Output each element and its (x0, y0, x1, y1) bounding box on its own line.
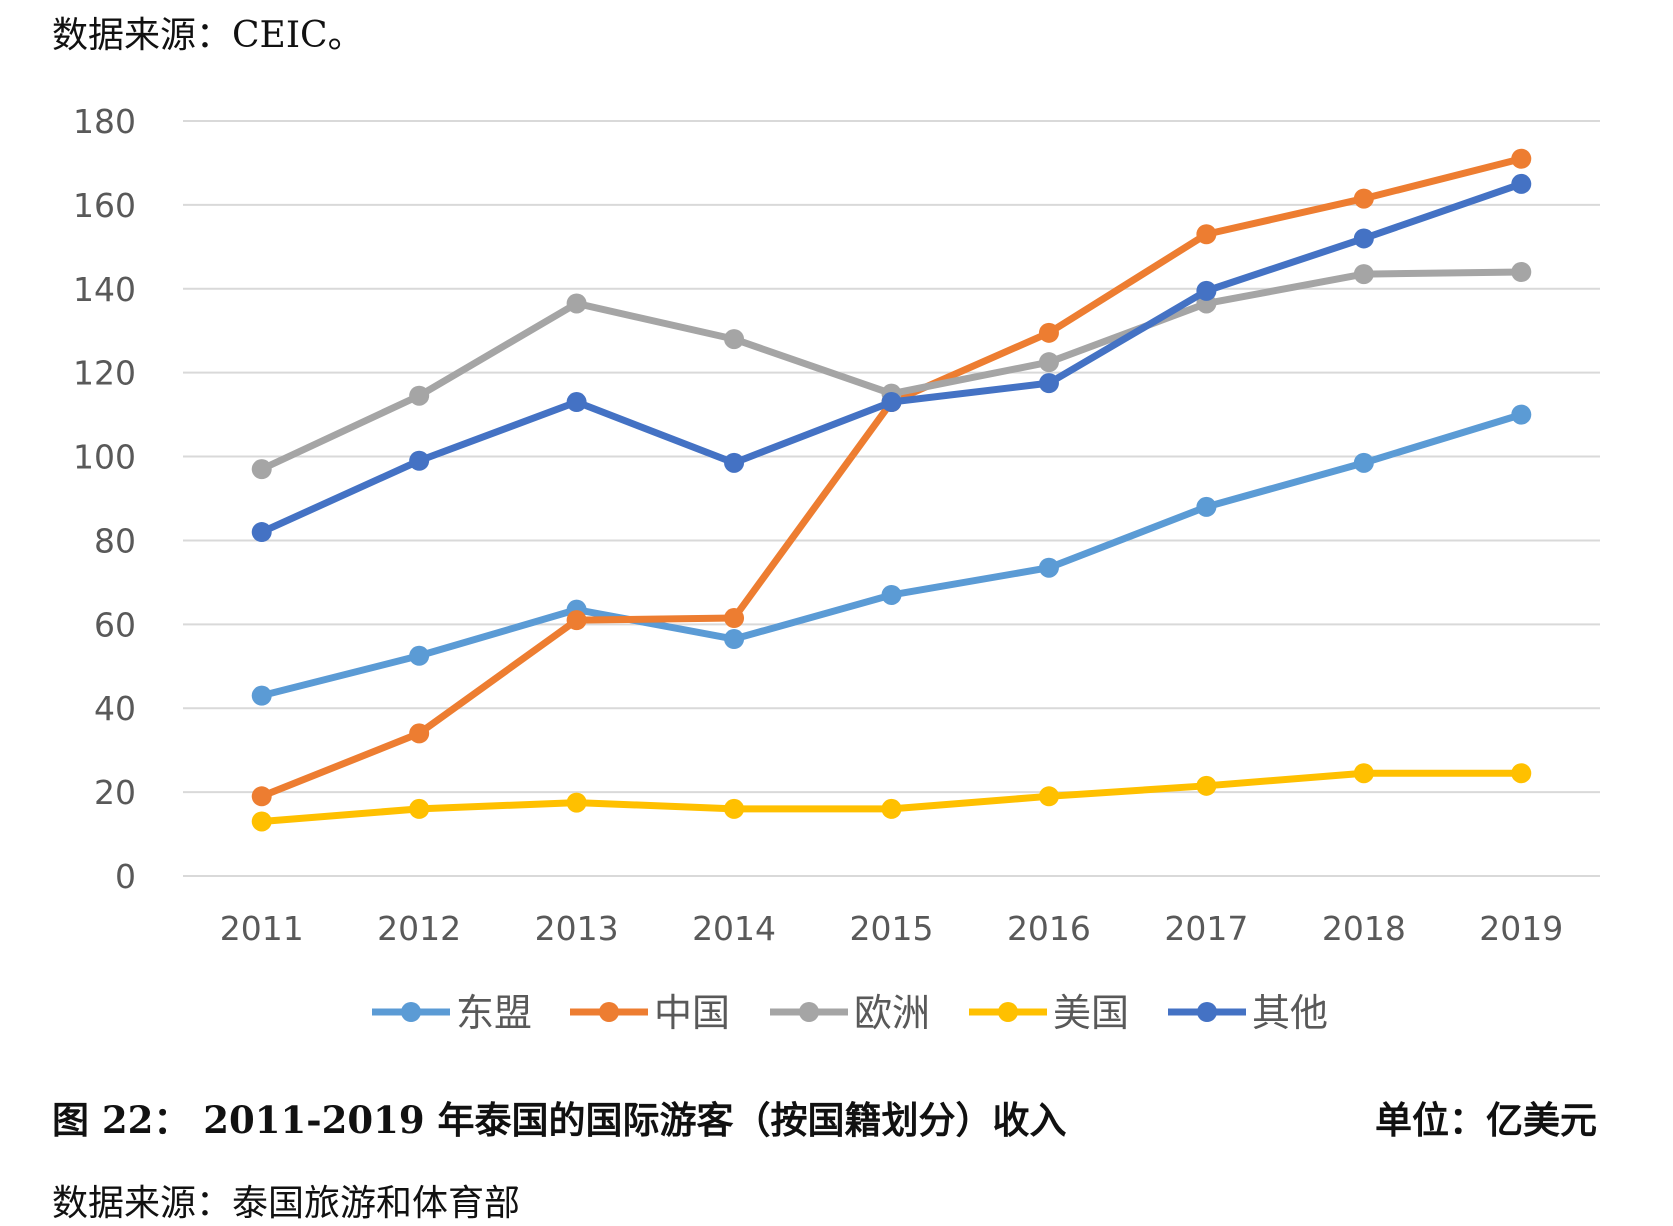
data-point (1353, 763, 1374, 784)
legend-label: 欧洲 (854, 991, 930, 1035)
y-tick-label: 40 (94, 689, 136, 728)
y-tick-label: 120 (73, 354, 136, 393)
data-point (1511, 763, 1532, 784)
x-tick-label: 2015 (850, 909, 934, 948)
legend-swatch-marker (1197, 1002, 1217, 1022)
data-point (409, 450, 430, 471)
series-line (258, 268, 1525, 473)
figure-caption: 图 22： 2011-2019 年泰国的国际游客（按国籍划分）收入 (52, 1098, 1067, 1142)
y-tick-label: 140 (73, 270, 136, 309)
data-point (1038, 322, 1059, 343)
legend-item: 其他 (1168, 991, 1328, 1035)
legend-item: 东盟 (372, 991, 532, 1035)
data-point (1196, 280, 1217, 301)
y-tick-label: 100 (73, 438, 136, 477)
legend-swatch-marker (799, 1002, 819, 1022)
data-point (724, 798, 745, 819)
legend-swatch-marker (401, 1002, 421, 1022)
data-point (409, 723, 430, 744)
data-point (724, 452, 745, 473)
data-point (566, 792, 587, 813)
x-tick-label: 2016 (1007, 909, 1091, 948)
x-tick-label: 2014 (692, 909, 776, 948)
x-tick-label: 2013 (535, 909, 619, 948)
data-point (724, 629, 745, 650)
y-tick-label: 160 (73, 186, 136, 225)
legend-item: 中国 (570, 991, 730, 1035)
data-point (1511, 262, 1532, 282)
series-3 (251, 262, 1532, 480)
data-point (881, 584, 902, 605)
data-point (251, 786, 272, 807)
source-note-top: 数据来源：CEIC。 (52, 15, 364, 56)
data-point (724, 608, 745, 629)
legend-label: 其他 (1252, 991, 1328, 1035)
legend-swatch-marker (599, 1002, 619, 1022)
data-point (1196, 496, 1217, 517)
data-point (566, 392, 587, 413)
data-point (724, 329, 745, 350)
y-tick-label: 180 (73, 102, 136, 141)
x-tick-label: 2018 (1322, 909, 1406, 948)
series-5 (251, 173, 1532, 543)
data-point (1353, 188, 1374, 209)
data-point (566, 293, 587, 314)
x-tick-label: 2011 (220, 909, 304, 948)
data-point (881, 798, 902, 819)
y-tick-label: 0 (115, 857, 136, 896)
series-4 (251, 763, 1532, 832)
data-point (1353, 228, 1374, 249)
legend-label: 中国 (654, 991, 730, 1035)
gridlines (183, 120, 1600, 877)
data-point (1511, 173, 1532, 194)
data-point (1511, 404, 1532, 425)
legend-item: 美国 (969, 991, 1129, 1035)
source-note-bottom: 数据来源：泰国旅游和体育部 (52, 1183, 521, 1224)
y-tick-label: 20 (94, 773, 136, 812)
x-tick-label: 2019 (1479, 909, 1563, 948)
series-line (258, 155, 1525, 800)
data-point (1038, 557, 1059, 578)
data-point (1511, 148, 1532, 169)
y-tick-label: 60 (94, 605, 136, 644)
data-point (251, 685, 272, 706)
legend-swatch-marker (998, 1002, 1018, 1022)
data-point (1353, 264, 1374, 285)
data-point (1038, 786, 1059, 807)
data-point (1038, 352, 1059, 373)
series-group (251, 148, 1532, 832)
legend-label: 东盟 (456, 991, 532, 1035)
data-point (409, 645, 430, 666)
series-line (258, 180, 1525, 536)
legend-label: 美国 (1053, 991, 1129, 1035)
data-point (1353, 452, 1374, 473)
x-tick-label: 2017 (1164, 909, 1248, 948)
data-point (251, 811, 272, 832)
data-point (251, 522, 272, 543)
x-axis: 2011 2012 2013 2014 2015 2016 2017 2018 2019 (220, 909, 1564, 948)
x-tick-label: 2012 (377, 909, 461, 948)
y-axis: 0 20 40 60 80 100 120 140 160 180 (73, 102, 136, 896)
unit-label: 单位：亿美元 (1375, 1098, 1597, 1142)
data-point (881, 392, 902, 413)
y-tick-label: 80 (94, 521, 136, 560)
data-point (409, 385, 430, 406)
series-1 (251, 404, 1532, 706)
legend: 东盟 中国 欧洲 美国 其他 (372, 991, 1328, 1035)
legend-item: 欧洲 (770, 991, 930, 1035)
data-point (1038, 373, 1059, 394)
data-point (566, 610, 587, 631)
data-point (1196, 224, 1217, 245)
data-point (251, 459, 272, 480)
data-point (1196, 775, 1217, 796)
data-point (409, 798, 430, 819)
